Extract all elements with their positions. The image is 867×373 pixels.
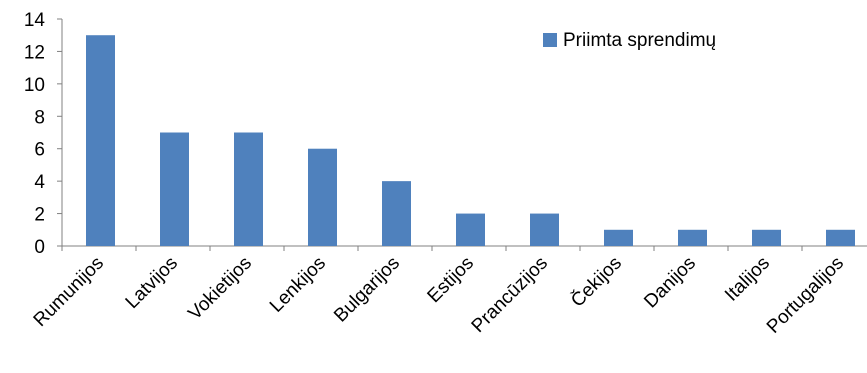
bar xyxy=(530,213,559,246)
legend-label: Priimta sprendimų xyxy=(563,30,716,51)
y-tick-label: 8 xyxy=(34,107,45,128)
y-tick-label: 14 xyxy=(24,10,46,31)
legend: Priimta sprendimų xyxy=(543,30,716,51)
x-category-label: Vokietijos xyxy=(184,253,256,325)
y-tick-label: 6 xyxy=(34,140,45,161)
y-ticks: 0 2 4 6 8 10 12 14 xyxy=(24,10,62,258)
x-category-label: Čekijos xyxy=(566,252,626,312)
x-axis xyxy=(61,245,867,251)
x-category-label: Rumunijos xyxy=(30,253,108,331)
y-tick-label: 12 xyxy=(24,42,45,63)
x-category-label: Latvijos xyxy=(122,253,182,313)
bar xyxy=(456,213,485,246)
x-ticks xyxy=(61,246,803,251)
category-labels: Rumunijos Latvijos Vokietijos Lenkijos Bulga… xyxy=(30,252,848,338)
bar xyxy=(678,229,707,246)
bar xyxy=(752,229,781,246)
bar xyxy=(604,229,633,246)
y-tick-label: 2 xyxy=(34,205,45,226)
x-category-label: Portugalijos xyxy=(763,253,848,338)
y-tick-label: 0 xyxy=(34,237,45,258)
bar xyxy=(382,181,411,246)
y-tick-label: 10 xyxy=(24,75,45,96)
x-category-label: Lenkijos xyxy=(266,253,330,317)
x-category-label: Italijos xyxy=(721,253,774,306)
y-tick-label: 4 xyxy=(34,172,45,193)
x-category-label: Prancūzijos xyxy=(468,253,552,337)
bar xyxy=(160,132,189,246)
bar xyxy=(826,229,855,246)
bars xyxy=(86,35,855,246)
x-category-label: Estijos xyxy=(424,253,478,307)
x-category-label: Danijos xyxy=(640,253,700,313)
bar xyxy=(86,35,115,246)
bar xyxy=(308,148,337,246)
x-category-label: Bulgarijos xyxy=(330,253,404,327)
legend-swatch xyxy=(543,33,557,47)
bar xyxy=(234,132,263,246)
y-axis: 0 2 4 6 8 10 12 14 xyxy=(24,10,63,258)
